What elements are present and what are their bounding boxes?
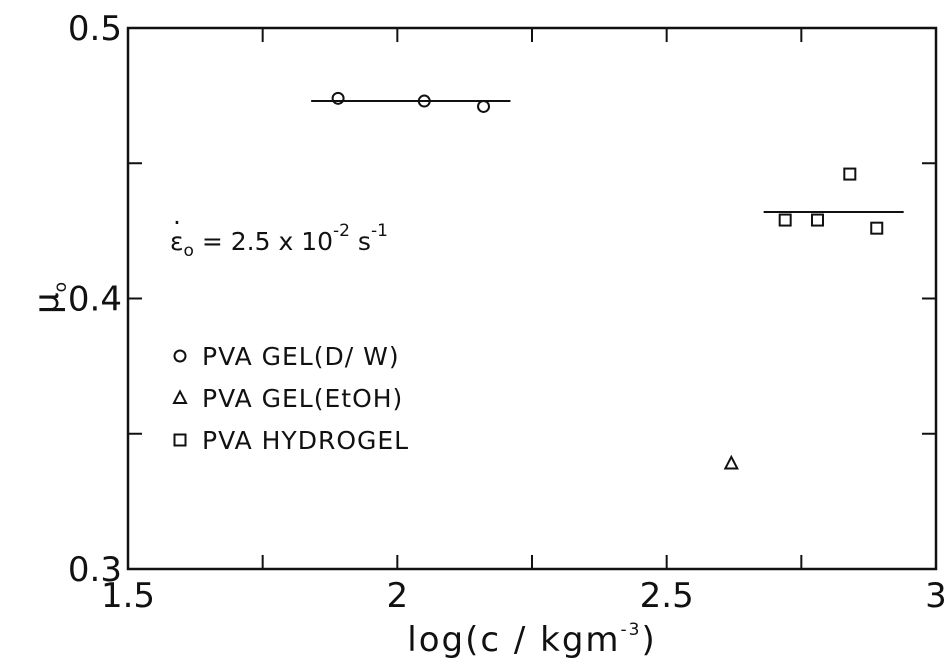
annotation-unit: s <box>350 227 371 256</box>
data-point-circle <box>331 91 345 105</box>
y-tick-label: 0.5 <box>68 9 122 49</box>
data-point-square <box>870 221 884 235</box>
data-point-circle <box>417 94 431 108</box>
y-axis-title: μo <box>27 282 71 314</box>
x-axis-title-close: ) <box>641 620 656 660</box>
data-markers <box>331 91 884 470</box>
annotation-dot: · <box>173 208 181 237</box>
data-point-square <box>778 213 792 227</box>
annotation-symbol: ε <box>170 227 184 256</box>
y-tick-label: 0.3 <box>68 550 122 590</box>
x-axis-title-main: log(c / kgm <box>407 620 620 660</box>
x-axis-title: log(c / kgm-3) <box>407 620 656 660</box>
legend-marker-triangle <box>172 389 188 404</box>
x-tick-label: 2 <box>387 576 409 616</box>
legend: PVA GEL(D/ W) PVA GEL(EtOH) PVA HYDROGEL <box>172 342 409 455</box>
data-point-triangle <box>723 454 739 470</box>
x-tick-label: 1.5 <box>101 576 155 616</box>
axis-ticks <box>127 27 937 570</box>
y-tick-label: 0.4 <box>68 280 122 320</box>
legend-marker-square <box>173 433 187 447</box>
x-tick-label: 3 <box>925 576 947 616</box>
y-axis-title-sub: o <box>51 282 71 292</box>
legend-label: PVA HYDROGEL <box>202 426 409 455</box>
annotation-unit-exponent: -1 <box>371 221 388 241</box>
annotation-sub: o <box>184 241 194 261</box>
data-point-square <box>843 167 857 181</box>
data-point-circle <box>477 99 491 113</box>
tick-labels: 1.5 2 2.5 3 0.3 0.4 0.5 <box>68 9 947 616</box>
legend-marker-circle <box>173 349 187 363</box>
strain-rate-annotation: εo = 2.5 x 10-2 s-1 <box>170 221 388 261</box>
legend-label: PVA GEL(D/ W) <box>202 342 400 371</box>
data-point-square <box>810 213 824 227</box>
legend-label: PVA GEL(EtOH) <box>202 384 403 413</box>
x-tick-label: 2.5 <box>640 576 694 616</box>
plot-frame <box>126 26 938 571</box>
fit-lines <box>311 100 904 213</box>
annotation-exponent: -2 <box>333 221 350 241</box>
x-axis-title-sup: -3 <box>621 620 642 640</box>
annotation-value: = 2.5 x 10 <box>194 227 333 256</box>
y-axis-title-main: μ <box>27 292 67 314</box>
